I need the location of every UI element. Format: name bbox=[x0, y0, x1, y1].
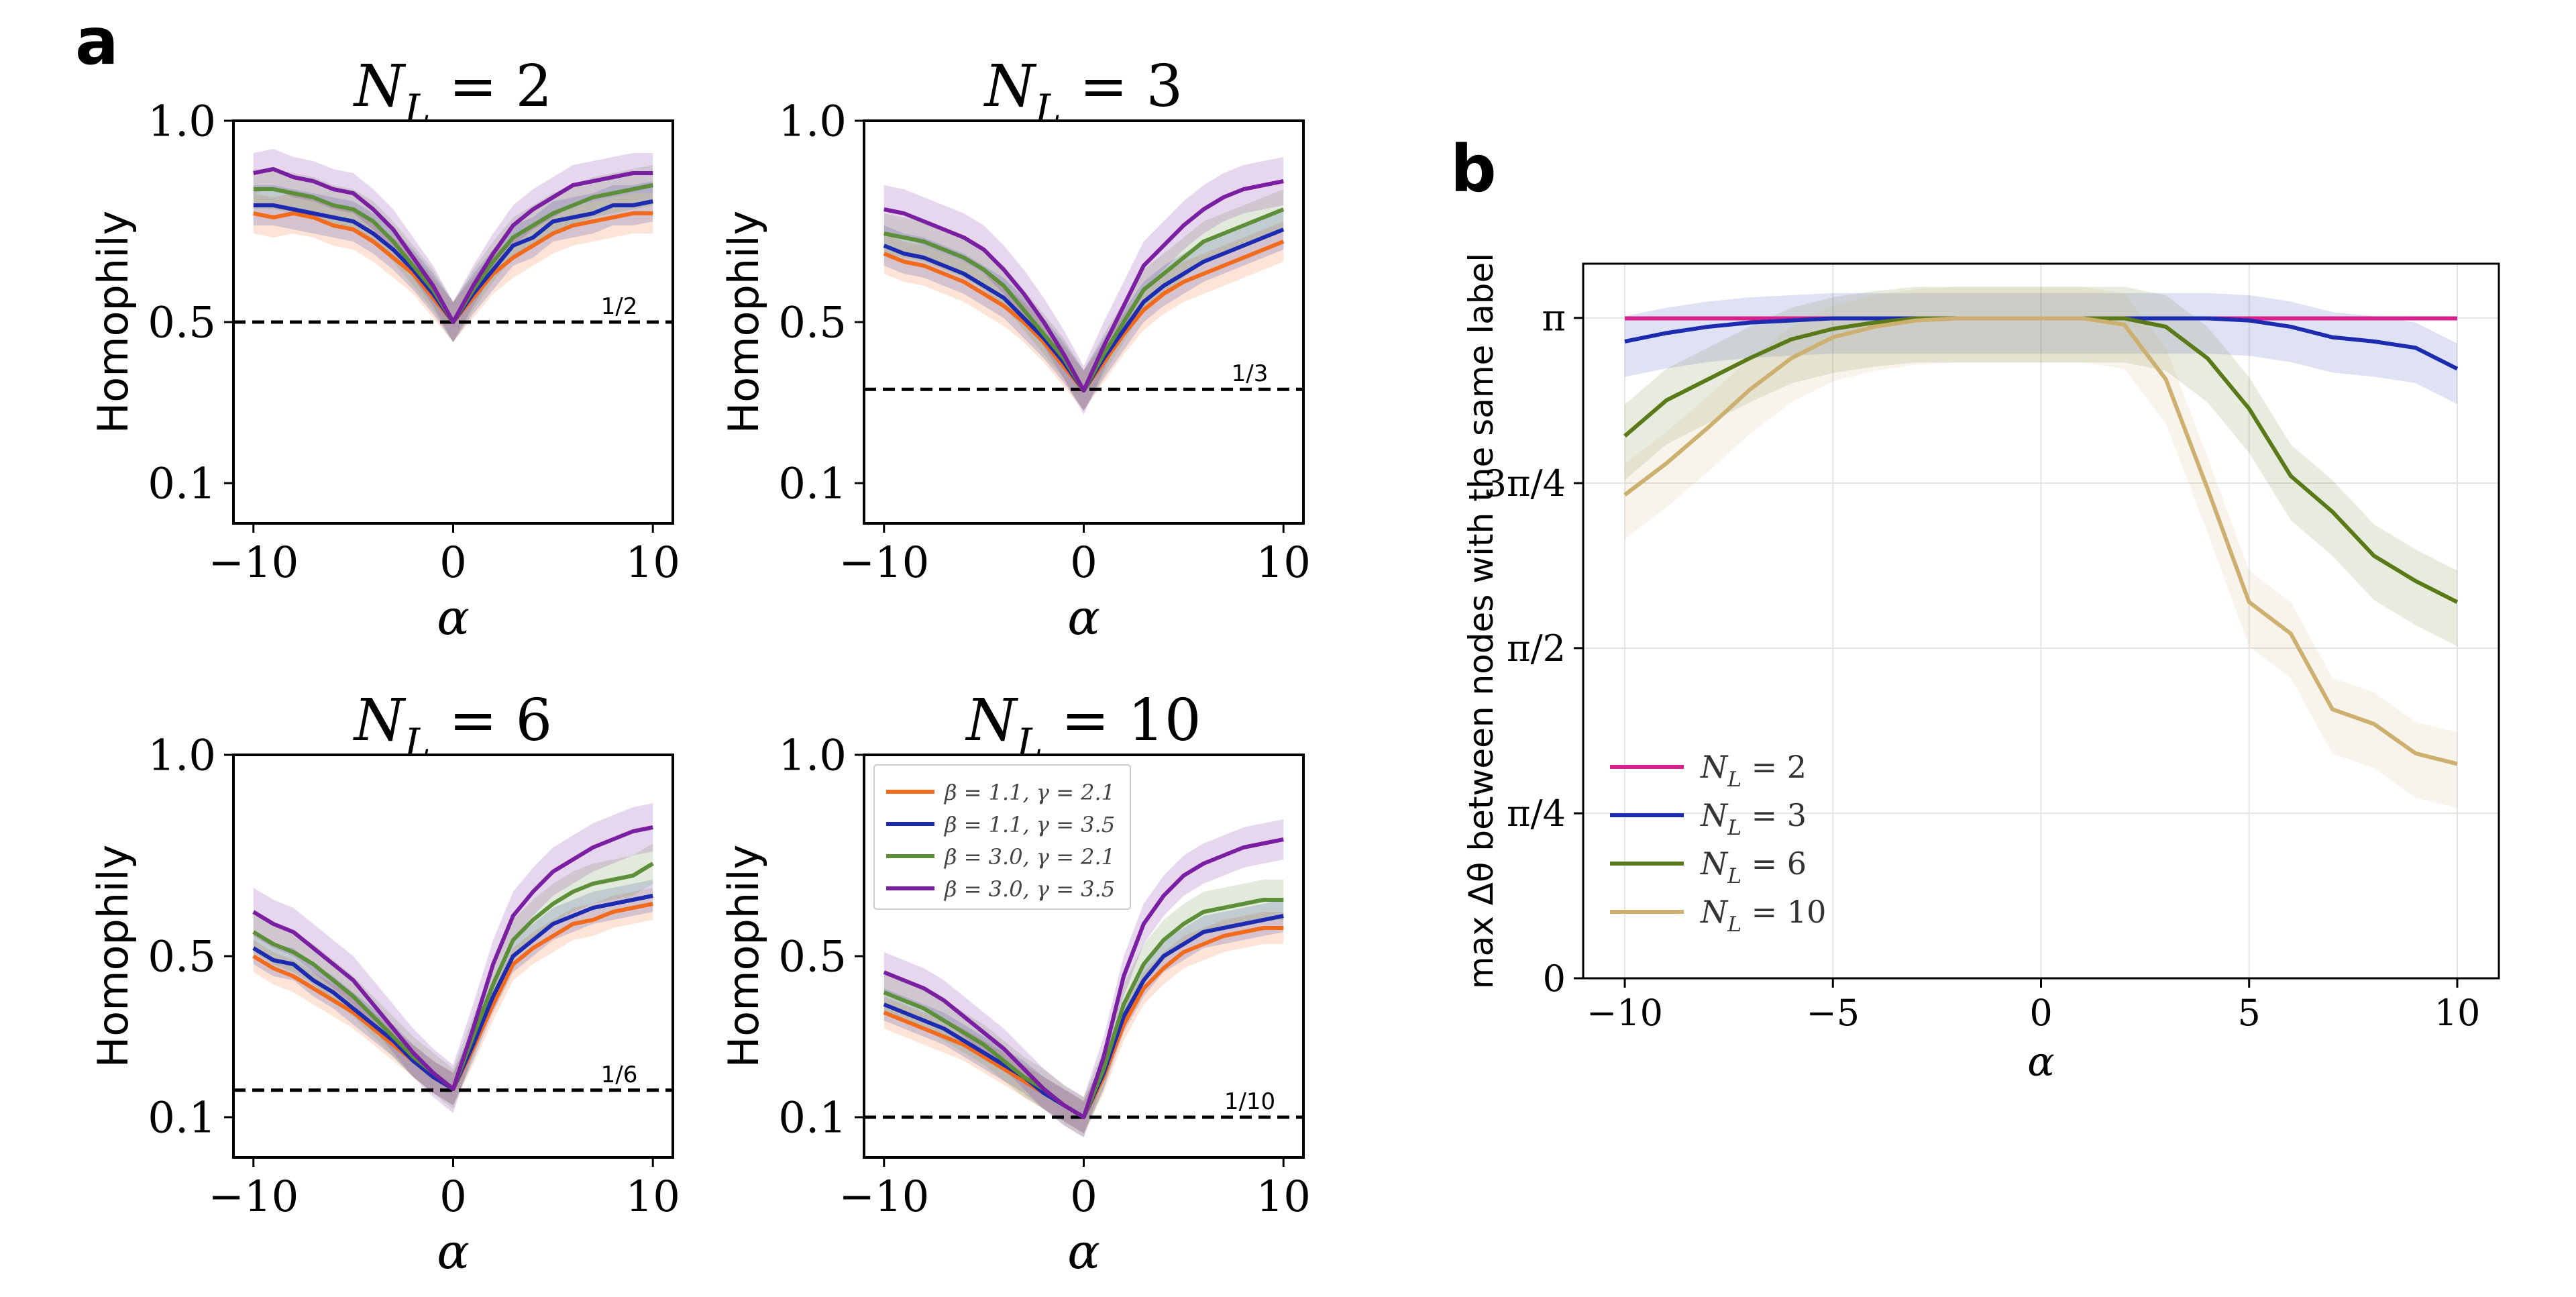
baseline-label: 1/6 bbox=[601, 1061, 638, 1088]
x-tick-label: −10 bbox=[208, 1172, 299, 1222]
chart-3: 1/6 −10 0 10 0.1 0.5 1.0 α Homophily NL = 6 bbox=[89, 687, 680, 1280]
x-tick-label: 0 bbox=[1070, 1172, 1097, 1222]
x-tick-label: 0 bbox=[2029, 992, 2052, 1034]
chart-title: NL = 2 bbox=[353, 53, 553, 132]
x-tick-label: 10 bbox=[1256, 538, 1311, 588]
legend-label-4: NL = 10 bbox=[1700, 894, 1826, 937]
band-3 bbox=[883, 189, 1284, 411]
charts-layer: 1/2 −10 0 10 0.1 0.5 1.0 α Homophily NL = 2 1/3 −10… bbox=[89, 53, 2500, 1280]
band-1 bbox=[883, 912, 1284, 1133]
y-axis-label: Homophily bbox=[89, 211, 138, 434]
x-tick-label: 0 bbox=[439, 538, 467, 588]
x-tick-label: −10 bbox=[839, 1172, 929, 1222]
x-tick-label: 10 bbox=[626, 538, 680, 588]
band-3 bbox=[1625, 287, 2457, 647]
legend: NL = 2 NL = 3 NL = 6 NL = 10 bbox=[1610, 749, 1826, 937]
y-axis-label: Homophily bbox=[89, 845, 138, 1068]
x-tick-label: 5 bbox=[2238, 992, 2261, 1034]
y-tick-label: 3π/4 bbox=[1484, 462, 1566, 505]
y-tick-label: 0.5 bbox=[778, 298, 847, 348]
band-4 bbox=[253, 803, 653, 1113]
band-1 bbox=[253, 888, 653, 1105]
legend-label-3: NL = 6 bbox=[1700, 845, 1807, 888]
legend-box bbox=[873, 764, 1131, 910]
legend-label-1: β = 1.1, γ = 2.1 bbox=[944, 780, 1115, 805]
y-axis-label: max Δθ between nodes with the same label bbox=[1462, 253, 1501, 989]
x-axis-label: α bbox=[2027, 1039, 2055, 1086]
legend-label-4: β = 3.0, γ = 3.5 bbox=[944, 876, 1115, 902]
x-tick-label: −10 bbox=[839, 538, 929, 588]
x-axis-label: α bbox=[437, 1223, 470, 1280]
band-4 bbox=[1625, 287, 2457, 809]
y-tick-label: 1.0 bbox=[778, 731, 847, 780]
panel-label-a: a bbox=[75, 4, 119, 79]
band-4 bbox=[883, 819, 1284, 1137]
x-axis-label: α bbox=[1067, 1223, 1100, 1280]
series-line-4 bbox=[883, 837, 1284, 1119]
series-line-4 bbox=[252, 825, 653, 1091]
y-tick-label: 0 bbox=[1543, 957, 1566, 1000]
band-3 bbox=[253, 843, 653, 1109]
series-line-4 bbox=[883, 179, 1284, 393]
legend-label-1: NL = 2 bbox=[1700, 749, 1807, 792]
x-tick-label: −10 bbox=[208, 538, 299, 588]
legend-label-2: NL = 3 bbox=[1700, 797, 1807, 840]
y-tick-label: π/4 bbox=[1507, 792, 1566, 835]
y-tick-label: 1.0 bbox=[778, 97, 847, 146]
baseline-label: 1/2 bbox=[601, 293, 638, 320]
x-tick-label: 10 bbox=[626, 1172, 680, 1222]
chart-title: NL = 3 bbox=[983, 53, 1183, 132]
chart-title: NL = 6 bbox=[353, 687, 553, 766]
y-tick-label: 0.5 bbox=[148, 932, 216, 982]
band-1 bbox=[883, 221, 1284, 411]
x-tick-label: 10 bbox=[1256, 1172, 1311, 1222]
series-line-4 bbox=[1623, 316, 2458, 766]
series-line-4 bbox=[253, 167, 653, 324]
y-tick-label: 0.5 bbox=[778, 932, 847, 982]
x-tick-label: 10 bbox=[2434, 992, 2481, 1034]
band-4 bbox=[253, 149, 653, 342]
panel-label-b: b bbox=[1450, 132, 1497, 207]
x-tick-label: −10 bbox=[1587, 992, 1663, 1034]
legend-label-3: β = 3.0, γ = 2.1 bbox=[944, 844, 1115, 870]
baseline-label: 1/10 bbox=[1224, 1088, 1275, 1115]
x-axis-label: α bbox=[437, 589, 470, 645]
chart-1: 1/2 −10 0 10 0.1 0.5 1.0 α Homophily NL = 2 bbox=[89, 53, 680, 645]
chart-5: −10 −5 0 5 10 0 π/4 π/2 3π/4 π α max Δθ between nod… bbox=[1462, 253, 2500, 1086]
y-tick-label: 1.0 bbox=[148, 97, 216, 146]
y-tick-label: 0.1 bbox=[778, 1093, 847, 1143]
y-axis-label: Homophily bbox=[719, 845, 768, 1068]
baseline-label: 1/3 bbox=[1232, 360, 1269, 387]
y-tick-label: 0.1 bbox=[148, 1093, 216, 1143]
chart-title: NL = 10 bbox=[965, 687, 1201, 766]
legend: β = 1.1, γ = 2.1 β = 1.1, γ = 3.5 β = 3.0,… bbox=[873, 764, 1131, 910]
band-4 bbox=[883, 157, 1284, 415]
x-tick-label: 0 bbox=[1070, 538, 1097, 588]
y-tick-label: 0.5 bbox=[148, 298, 216, 348]
y-tick-label: 0.1 bbox=[778, 459, 847, 509]
legend-label-2: β = 1.1, γ = 3.5 bbox=[944, 812, 1115, 837]
y-axis-label: Homophily bbox=[719, 211, 768, 434]
y-tick-label: π/2 bbox=[1507, 627, 1566, 670]
band-2 bbox=[883, 900, 1284, 1133]
y-tick-label: π bbox=[1542, 297, 1566, 340]
x-tick-label: −5 bbox=[1806, 992, 1860, 1034]
x-tick-label: 0 bbox=[439, 1172, 467, 1222]
y-tick-label: 0.1 bbox=[148, 459, 216, 509]
chart-2: 1/3 −10 0 10 0.1 0.5 1.0 α Homophily NL = 3 bbox=[719, 53, 1311, 645]
x-axis-label: α bbox=[1067, 589, 1100, 645]
y-tick-label: 1.0 bbox=[148, 731, 216, 780]
